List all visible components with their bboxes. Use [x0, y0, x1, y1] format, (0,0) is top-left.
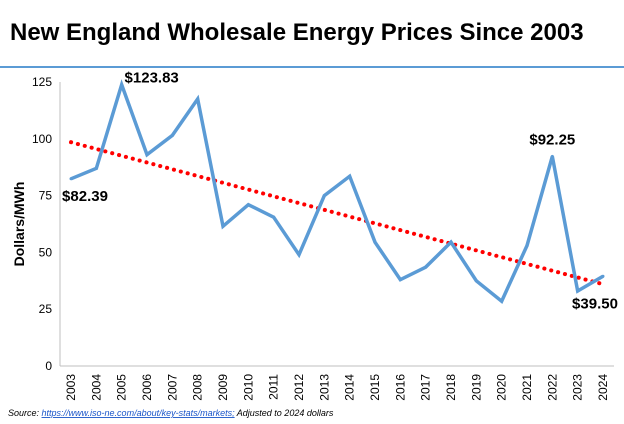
- x-tick-label: 2022: [545, 374, 559, 401]
- x-tick-label: 2004: [89, 374, 103, 401]
- y-axis-label: Dollars/MWh: [11, 182, 27, 267]
- data-label: $82.39: [62, 188, 108, 205]
- x-tick-label: 2007: [165, 374, 179, 401]
- x-tick-label: 2005: [115, 374, 129, 401]
- source-note: Source: https://www.iso-ne.com/about/key…: [8, 408, 334, 418]
- y-tick-label: 25: [39, 302, 53, 316]
- data-point: [474, 279, 478, 283]
- annotations-group: $82.39 $123.83 $92.25 $39.50: [62, 70, 618, 313]
- data-point: [398, 278, 402, 282]
- data-label: $123.83: [125, 70, 179, 87]
- x-tick-label: 2011: [267, 374, 281, 400]
- series-line: [70, 79, 604, 305]
- y-tick-label: 0: [45, 359, 52, 373]
- data-point: [145, 153, 149, 157]
- data-point: [170, 133, 174, 137]
- x-tick-label: 2015: [368, 374, 382, 401]
- data-label: $92.25: [529, 131, 575, 148]
- data-point: [196, 97, 200, 101]
- x-tick-label: 2014: [343, 374, 357, 401]
- data-point: [525, 244, 529, 248]
- x-tick-label: 2018: [444, 374, 458, 401]
- x-tick-label: 2019: [469, 374, 483, 401]
- trendline-group: [69, 140, 605, 287]
- x-tick-label: 2013: [317, 374, 331, 401]
- x-tick-label: 2024: [596, 374, 610, 401]
- data-point: [246, 203, 250, 207]
- data-point: [500, 299, 504, 303]
- source-link[interactable]: https://www.iso-ne.com/about/key-stats/m…: [42, 408, 236, 418]
- x-tick-label: 2021: [520, 374, 534, 401]
- x-tick-label: 2016: [393, 374, 407, 401]
- data-point: [322, 194, 326, 198]
- data-point: [373, 240, 377, 244]
- y-tick-label: 100: [32, 132, 52, 146]
- x-tick-label: 2009: [216, 374, 230, 401]
- series-group: [69, 79, 605, 305]
- x-ticks: 2003 2004 2005 2006 2007 2008 2009 2010 2011 2012…: [64, 374, 610, 401]
- source-suffix: Adjusted to 2024 dollars: [235, 408, 334, 418]
- data-point: [348, 174, 352, 178]
- data-point: [94, 166, 98, 170]
- y-tick-label: 50: [39, 245, 53, 259]
- y-ticks: 0 25 50 75 100 125: [32, 75, 52, 373]
- x-tick-label: 2010: [241, 374, 255, 401]
- data-point: [449, 240, 453, 244]
- data-point: [69, 177, 73, 181]
- chart-title: New England Wholesale Energy Prices Sinc…: [10, 19, 584, 46]
- data-point: [221, 224, 225, 228]
- data-point: [601, 274, 605, 278]
- data-point: [120, 83, 124, 87]
- data-point: [424, 265, 428, 269]
- x-tick-label: 2017: [419, 374, 433, 401]
- y-tick-label: 125: [32, 75, 52, 89]
- source-prefix: Source:: [8, 408, 42, 418]
- data-label: $39.50: [572, 295, 618, 312]
- data-point: [550, 154, 554, 158]
- data-point: [576, 289, 580, 293]
- x-tick-label: 2023: [571, 374, 585, 401]
- x-tick-label: 2003: [64, 374, 78, 401]
- x-tick-label: 2006: [140, 374, 154, 401]
- x-tick-label: 2008: [191, 374, 205, 401]
- trendline: [69, 140, 605, 287]
- y-tick-label: 75: [39, 189, 53, 203]
- x-tick-label: 2012: [292, 374, 306, 401]
- data-point: [272, 215, 276, 219]
- data-point: [297, 253, 301, 257]
- axes: [59, 82, 614, 367]
- x-tick-label: 2020: [495, 374, 509, 401]
